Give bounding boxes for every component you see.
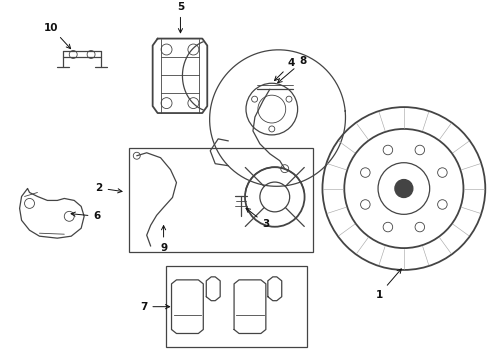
Text: 7: 7 [140, 302, 169, 312]
Text: 1: 1 [375, 269, 401, 300]
Text: 9: 9 [160, 226, 167, 253]
Text: 10: 10 [44, 23, 70, 49]
Text: 4: 4 [274, 58, 295, 81]
Bar [165, 266, 306, 347]
Text: 6: 6 [71, 211, 101, 221]
Text: 3: 3 [245, 208, 269, 229]
Bar [128, 148, 312, 252]
Text: 2: 2 [95, 183, 122, 193]
Text: 5: 5 [177, 2, 183, 33]
Circle shape [394, 180, 412, 197]
Text: 8: 8 [277, 57, 305, 83]
